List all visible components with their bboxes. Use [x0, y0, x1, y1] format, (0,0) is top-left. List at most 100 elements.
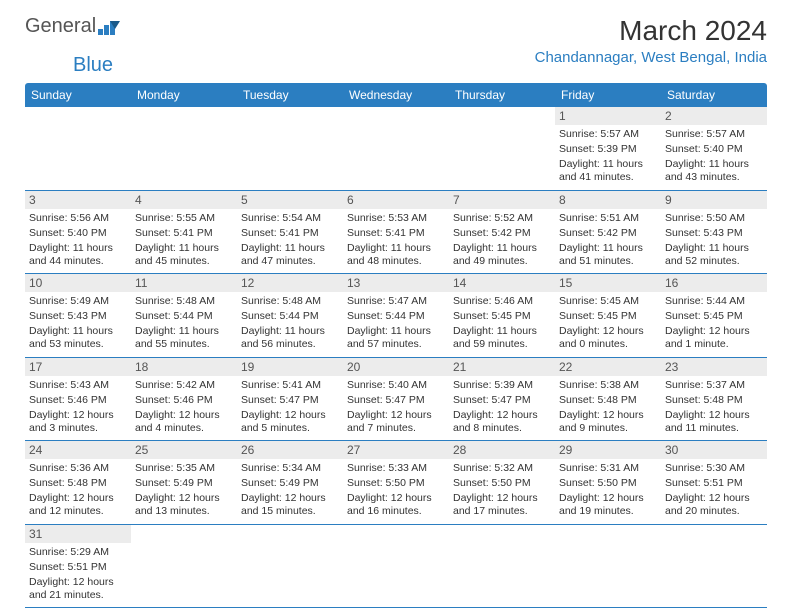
sunset-text: Sunset: 5:47 PM — [241, 393, 339, 408]
sunrise-text: Sunrise: 5:48 AM — [241, 294, 339, 309]
sunset-text: Sunset: 5:42 PM — [559, 226, 657, 241]
day-cell: Sunrise: 5:33 AMSunset: 5:50 PMDaylight:… — [343, 459, 449, 524]
day-number: 21 — [449, 357, 555, 376]
day-cell: Sunrise: 5:53 AMSunset: 5:41 PMDaylight:… — [343, 209, 449, 274]
day-number: 17 — [25, 357, 131, 376]
day-number: 14 — [449, 274, 555, 293]
daylight-text: Daylight: 11 hours and 53 minutes. — [29, 324, 127, 352]
day-number: 3 — [25, 190, 131, 209]
day-cell: Sunrise: 5:48 AMSunset: 5:44 PMDaylight:… — [131, 292, 237, 357]
sunset-text: Sunset: 5:44 PM — [347, 309, 445, 324]
calendar-body: 12Sunrise: 5:57 AMSunset: 5:39 PMDayligh… — [25, 107, 767, 608]
week-row-nums: 12 — [25, 107, 767, 125]
daylight-text: Daylight: 11 hours and 59 minutes. — [453, 324, 551, 352]
week-row-info: Sunrise: 5:57 AMSunset: 5:39 PMDaylight:… — [25, 125, 767, 190]
daylight-text: Daylight: 12 hours and 21 minutes. — [29, 575, 127, 603]
daylight-text: Daylight: 11 hours and 51 minutes. — [559, 241, 657, 269]
week-row-nums: 31 — [25, 524, 767, 543]
day-header-thursday: Thursday — [449, 83, 555, 107]
empty-cell — [131, 524, 237, 543]
sunset-text: Sunset: 5:48 PM — [559, 393, 657, 408]
empty-cell — [131, 125, 237, 190]
sunset-text: Sunset: 5:45 PM — [559, 309, 657, 324]
day-header-sunday: Sunday — [25, 83, 131, 107]
empty-cell — [449, 543, 555, 608]
daylight-text: Daylight: 12 hours and 3 minutes. — [29, 408, 127, 436]
sunrise-text: Sunrise: 5:32 AM — [453, 461, 551, 476]
sunrise-text: Sunrise: 5:51 AM — [559, 211, 657, 226]
empty-cell — [131, 107, 237, 125]
day-cell: Sunrise: 5:37 AMSunset: 5:48 PMDaylight:… — [661, 376, 767, 441]
empty-cell — [25, 107, 131, 125]
day-number: 26 — [237, 441, 343, 460]
day-cell: Sunrise: 5:46 AMSunset: 5:45 PMDaylight:… — [449, 292, 555, 357]
day-number: 6 — [343, 190, 449, 209]
sunset-text: Sunset: 5:47 PM — [347, 393, 445, 408]
sunrise-text: Sunrise: 5:41 AM — [241, 378, 339, 393]
sunrise-text: Sunrise: 5:49 AM — [29, 294, 127, 309]
daylight-text: Daylight: 12 hours and 13 minutes. — [135, 491, 233, 519]
sunset-text: Sunset: 5:40 PM — [665, 142, 763, 157]
daylight-text: Daylight: 12 hours and 7 minutes. — [347, 408, 445, 436]
day-cell: Sunrise: 5:32 AMSunset: 5:50 PMDaylight:… — [449, 459, 555, 524]
daylight-text: Daylight: 11 hours and 41 minutes. — [559, 157, 657, 185]
day-cell: Sunrise: 5:36 AMSunset: 5:48 PMDaylight:… — [25, 459, 131, 524]
sunrise-text: Sunrise: 5:56 AM — [29, 211, 127, 226]
sunset-text: Sunset: 5:49 PM — [241, 476, 339, 491]
day-cell: Sunrise: 5:55 AMSunset: 5:41 PMDaylight:… — [131, 209, 237, 274]
daylight-text: Daylight: 11 hours and 52 minutes. — [665, 241, 763, 269]
sunset-text: Sunset: 5:48 PM — [29, 476, 127, 491]
empty-cell — [449, 107, 555, 125]
sunrise-text: Sunrise: 5:36 AM — [29, 461, 127, 476]
sunset-text: Sunset: 5:51 PM — [29, 560, 127, 575]
daylight-text: Daylight: 11 hours and 49 minutes. — [453, 241, 551, 269]
sunset-text: Sunset: 5:50 PM — [453, 476, 551, 491]
sunset-text: Sunset: 5:43 PM — [665, 226, 763, 241]
day-number: 18 — [131, 357, 237, 376]
week-row-nums: 10111213141516 — [25, 274, 767, 293]
sunrise-text: Sunrise: 5:52 AM — [453, 211, 551, 226]
day-cell: Sunrise: 5:48 AMSunset: 5:44 PMDaylight:… — [237, 292, 343, 357]
sunrise-text: Sunrise: 5:55 AM — [135, 211, 233, 226]
day-cell: Sunrise: 5:39 AMSunset: 5:47 PMDaylight:… — [449, 376, 555, 441]
daylight-text: Daylight: 12 hours and 4 minutes. — [135, 408, 233, 436]
day-number: 16 — [661, 274, 767, 293]
daylight-text: Daylight: 11 hours and 57 minutes. — [347, 324, 445, 352]
logo-chart-icon — [98, 19, 120, 35]
day-number: 15 — [555, 274, 661, 293]
day-header-saturday: Saturday — [661, 83, 767, 107]
day-cell: Sunrise: 5:50 AMSunset: 5:43 PMDaylight:… — [661, 209, 767, 274]
sunset-text: Sunset: 5:48 PM — [665, 393, 763, 408]
empty-cell — [343, 107, 449, 125]
day-cell: Sunrise: 5:56 AMSunset: 5:40 PMDaylight:… — [25, 209, 131, 274]
day-number: 1 — [555, 107, 661, 125]
empty-cell — [555, 543, 661, 608]
day-cell: Sunrise: 5:34 AMSunset: 5:49 PMDaylight:… — [237, 459, 343, 524]
month-title: March 2024 — [535, 15, 767, 47]
sunrise-text: Sunrise: 5:57 AM — [559, 127, 657, 142]
daylight-text: Daylight: 12 hours and 20 minutes. — [665, 491, 763, 519]
empty-cell — [555, 524, 661, 543]
day-cell: Sunrise: 5:40 AMSunset: 5:47 PMDaylight:… — [343, 376, 449, 441]
week-row-info: Sunrise: 5:56 AMSunset: 5:40 PMDaylight:… — [25, 209, 767, 274]
day-cell: Sunrise: 5:44 AMSunset: 5:45 PMDaylight:… — [661, 292, 767, 357]
day-cell: Sunrise: 5:57 AMSunset: 5:39 PMDaylight:… — [555, 125, 661, 190]
day-number: 20 — [343, 357, 449, 376]
day-number: 2 — [661, 107, 767, 125]
sunset-text: Sunset: 5:39 PM — [559, 142, 657, 157]
daylight-text: Daylight: 12 hours and 12 minutes. — [29, 491, 127, 519]
day-number: 4 — [131, 190, 237, 209]
daylight-text: Daylight: 11 hours and 56 minutes. — [241, 324, 339, 352]
sunset-text: Sunset: 5:51 PM — [665, 476, 763, 491]
daylight-text: Daylight: 11 hours and 48 minutes. — [347, 241, 445, 269]
sunset-text: Sunset: 5:49 PM — [135, 476, 233, 491]
empty-cell — [449, 125, 555, 190]
week-row-info: Sunrise: 5:43 AMSunset: 5:46 PMDaylight:… — [25, 376, 767, 441]
day-cell: Sunrise: 5:54 AMSunset: 5:41 PMDaylight:… — [237, 209, 343, 274]
day-number: 11 — [131, 274, 237, 293]
sunset-text: Sunset: 5:50 PM — [347, 476, 445, 491]
sunset-text: Sunset: 5:41 PM — [241, 226, 339, 241]
day-cell: Sunrise: 5:45 AMSunset: 5:45 PMDaylight:… — [555, 292, 661, 357]
day-header-friday: Friday — [555, 83, 661, 107]
day-cell: Sunrise: 5:31 AMSunset: 5:50 PMDaylight:… — [555, 459, 661, 524]
